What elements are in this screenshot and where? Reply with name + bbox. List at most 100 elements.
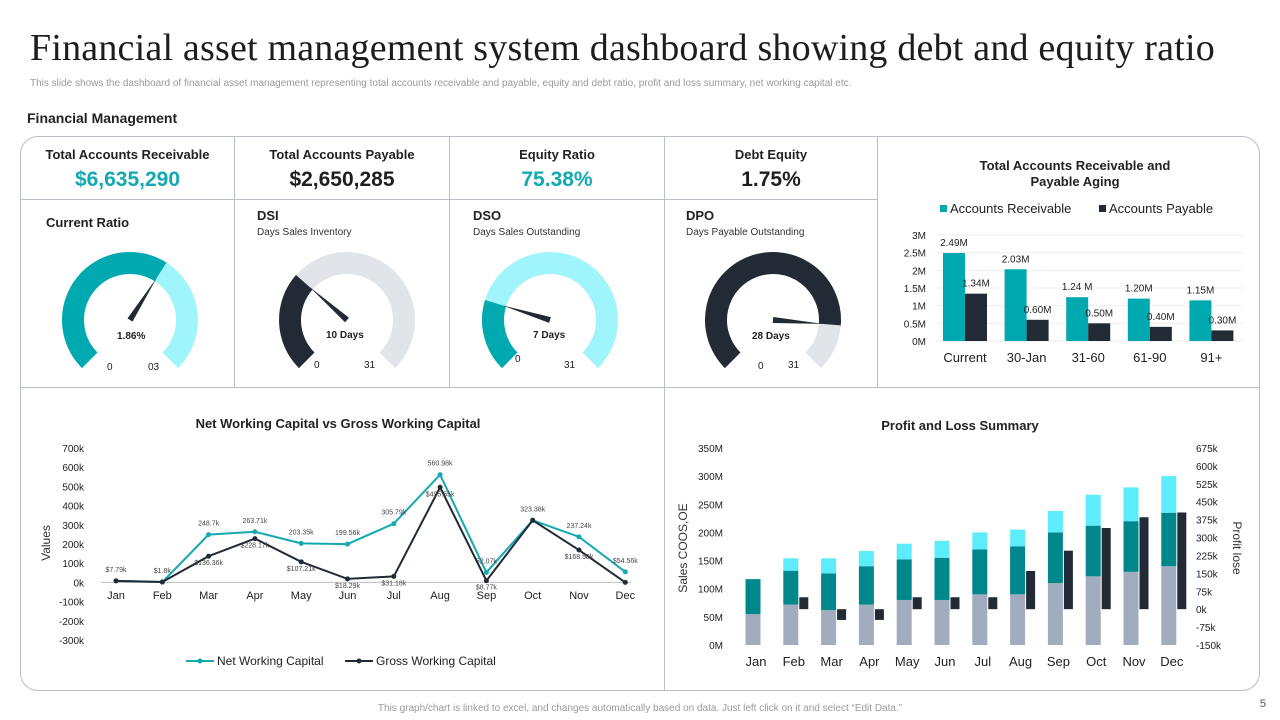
- y-tick: 2M: [912, 266, 926, 277]
- data-label: 2.49M: [940, 238, 968, 249]
- data-point: [345, 541, 350, 547]
- profit-bar: [837, 609, 847, 620]
- legend-label: Gross Working Capital: [376, 654, 496, 668]
- data-point: [298, 559, 304, 565]
- data-label: $31.18k: [381, 580, 406, 587]
- profit-bar: [1177, 512, 1187, 610]
- y-tick: 100M: [698, 585, 723, 596]
- stacked-bar-segment: [1161, 476, 1177, 513]
- divider: [664, 137, 665, 690]
- y-tick: 0M: [709, 641, 723, 652]
- profit-bar: [950, 597, 960, 610]
- page-title: Financial asset management system dashbo…: [30, 27, 1215, 69]
- data-point: [576, 547, 582, 553]
- x-tick: Dec: [1160, 654, 1184, 669]
- x-tick: Sep: [477, 590, 497, 602]
- data-point: [483, 578, 489, 584]
- x-tick: Mar: [820, 654, 843, 669]
- data-point: [113, 578, 119, 584]
- bar: [1088, 323, 1111, 341]
- y2-axis-label: Profit lose: [1230, 521, 1244, 575]
- gauge-min: 0: [515, 354, 521, 365]
- gauge-max: 31: [364, 360, 376, 371]
- bar: [1149, 326, 1172, 341]
- stacked-bar-segment: [858, 566, 874, 605]
- x-tick: Jul: [974, 654, 991, 669]
- y-tick: 1.5M: [904, 284, 926, 295]
- x-tick: Feb: [783, 654, 805, 669]
- y-tick: 0.5M: [904, 319, 926, 330]
- gauge-min: 0: [758, 361, 764, 372]
- data-point: [437, 472, 443, 478]
- x-tick: 31-60: [1072, 350, 1105, 365]
- dpo-gauge: [705, 252, 841, 369]
- stacked-bar-segment: [745, 579, 761, 615]
- gauge-max: 31: [788, 360, 800, 371]
- y2-tick: 525k: [1196, 480, 1219, 491]
- y-tick: -200k: [59, 617, 85, 628]
- data-point: [159, 579, 165, 585]
- y2-tick: -150k: [1196, 641, 1222, 652]
- gauge-fill: [705, 252, 841, 369]
- gauge-min: 0: [314, 360, 320, 371]
- page-number: 5: [1259, 698, 1266, 710]
- bar: [1189, 300, 1212, 341]
- gauge-fill: [62, 252, 167, 369]
- data-point: [206, 532, 212, 538]
- data-label: 2.03M: [1002, 254, 1030, 265]
- data-label: 560.98k: [428, 461, 453, 468]
- data-point: [622, 579, 628, 585]
- data-point: [345, 576, 350, 582]
- data-label: 52.07k: [476, 558, 498, 565]
- stacked-bar-segment: [821, 573, 837, 611]
- y-tick: 600k: [62, 463, 85, 474]
- chart-title: Total Accounts Receivable and: [980, 158, 1171, 173]
- kpi-total-payable: Total Accounts Payable $2,650,285: [235, 137, 449, 199]
- y-axis-label: Values: [39, 525, 53, 561]
- divider: [21, 199, 877, 200]
- kpi-value: 1.75%: [741, 168, 801, 191]
- data-label: 203.35k: [289, 529, 314, 536]
- gauge-needle: [309, 286, 349, 323]
- kpi-debt-equity: Debt Equity 1.75%: [665, 137, 877, 199]
- x-tick: Jun: [339, 590, 357, 602]
- y-tick: 0M: [912, 337, 926, 348]
- stacked-bar-segment: [972, 549, 988, 595]
- x-tick: Apr: [246, 590, 263, 602]
- y-tick: 2.5M: [904, 249, 926, 260]
- stacked-bar-segment: [896, 559, 912, 600]
- y-tick: 3M: [912, 231, 926, 242]
- profit-bar: [799, 597, 809, 610]
- data-point: [622, 569, 628, 575]
- data-label: 0.50M: [1085, 308, 1113, 319]
- stacked-bar-segment: [1161, 512, 1177, 567]
- data-label: $7.79k: [105, 567, 127, 574]
- dso-gauge: [482, 252, 618, 369]
- data-label: 323.38k: [520, 506, 545, 513]
- profit-loss-chart: Profit and Loss Summary Sales COOS,OE Prof…: [676, 418, 1244, 669]
- stacked-bar-segment: [1123, 487, 1139, 522]
- gauge-max: 31: [564, 360, 576, 371]
- stacked-bar-segment: [821, 610, 837, 645]
- y-tick: 150M: [698, 557, 723, 568]
- y-tick: 350M: [698, 444, 723, 455]
- data-label: $168.58k: [565, 554, 594, 561]
- bar: [1026, 319, 1049, 341]
- y-tick: 500k: [62, 482, 85, 493]
- stacked-bar-segment: [1085, 576, 1101, 645]
- bar: [1211, 330, 1234, 341]
- divider: [449, 137, 450, 387]
- stacked-bar-segment: [1047, 511, 1063, 533]
- legend-swatch: [1099, 205, 1106, 212]
- stacked-bar-segment: [821, 558, 837, 574]
- dsi-gauge: [279, 252, 415, 369]
- y-tick: 100k: [62, 559, 85, 570]
- data-point: [437, 484, 443, 490]
- series-line: [115, 485, 626, 584]
- x-tick: Jan: [746, 654, 767, 669]
- y2-tick: 600k: [1196, 462, 1219, 473]
- stacked-bar-segment: [1047, 532, 1063, 584]
- profit-bar: [1139, 517, 1149, 610]
- divider: [21, 387, 1259, 388]
